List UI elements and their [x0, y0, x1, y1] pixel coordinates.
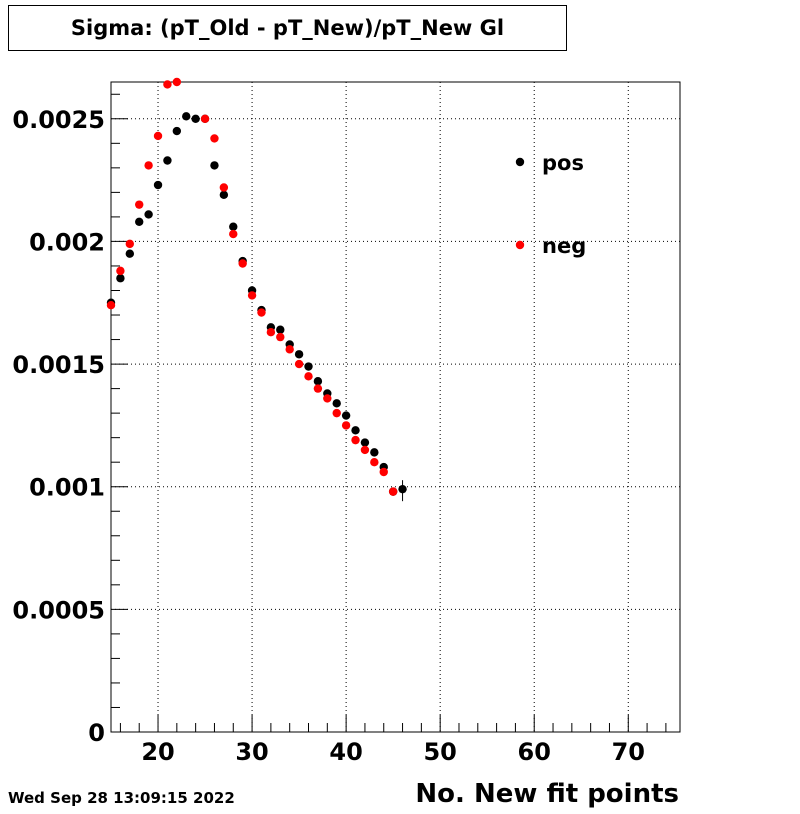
- data-point-pos: [360, 438, 370, 447]
- data-point-neg: [304, 372, 313, 381]
- data-point-neg: [379, 467, 388, 477]
- x-axis-label: No. New fit points: [415, 779, 679, 809]
- timestamp: Wed Sep 28 13:09:15 2022: [8, 789, 235, 807]
- y-tick-label: 0: [88, 719, 105, 747]
- data-point-pos: [210, 161, 219, 170]
- data-point-pos: [116, 274, 125, 283]
- data-point-neg: [257, 308, 266, 317]
- data-point-neg: [125, 239, 135, 249]
- data-point-neg: [219, 183, 229, 192]
- data-point-pos: [163, 156, 172, 165]
- data-point-neg: [153, 131, 163, 141]
- data-point-pos: [351, 426, 360, 435]
- data-point-pos: [135, 217, 144, 227]
- y-tick-label: 0.0025: [12, 106, 105, 134]
- x-tick-label: 40: [329, 738, 362, 766]
- data-point-neg: [313, 384, 323, 393]
- legend-label-neg: neg: [542, 234, 586, 258]
- data-point-neg: [238, 259, 247, 268]
- data-point-pos: [304, 362, 313, 371]
- data-point-pos: [172, 126, 182, 136]
- data-point-pos: [332, 399, 341, 408]
- data-point-pos: [153, 180, 163, 190]
- data-point-neg: [388, 487, 398, 496]
- legend-marker-pos: [515, 157, 525, 167]
- data-point-neg: [116, 266, 125, 276]
- data-point-neg: [106, 301, 116, 310]
- x-tick-label: 50: [423, 738, 456, 766]
- x-tick-label: 60: [518, 738, 551, 766]
- data-point-neg: [341, 421, 351, 430]
- data-point-neg: [323, 394, 332, 403]
- data-point-neg: [351, 435, 360, 445]
- legend-marker-neg: [515, 240, 525, 250]
- data-point-neg: [229, 229, 238, 239]
- chart-title: Sigma: (pT_Old - pT_New)/pT_New Gl: [70, 16, 505, 40]
- x-tick-label: 70: [612, 738, 645, 766]
- y-tick-label: 0.002: [29, 228, 105, 256]
- data-point-pos: [125, 249, 135, 258]
- data-point-pos: [191, 114, 200, 123]
- y-tick-label: 0.0015: [12, 351, 105, 379]
- data-point-neg: [135, 200, 144, 209]
- data-point-neg: [370, 457, 379, 467]
- x-tick-label: 20: [141, 738, 174, 766]
- legend-label-pos: pos: [542, 151, 584, 175]
- axis-ticks: [111, 93, 667, 733]
- data-point-neg: [332, 408, 341, 418]
- data-point-neg: [294, 359, 304, 369]
- data-point-pos: [276, 325, 285, 334]
- data-point-pos: [313, 377, 323, 386]
- data-points: [106, 77, 407, 502]
- data-point-pos: [229, 222, 238, 231]
- data-point-pos: [370, 448, 379, 457]
- data-point-neg: [266, 327, 276, 337]
- data-point-pos: [341, 411, 351, 420]
- data-point-neg: [144, 161, 153, 170]
- data-point-neg: [360, 445, 370, 455]
- data-point-pos: [219, 190, 229, 200]
- chart-title-box: Sigma: (pT_Old - pT_New)/pT_New Gl: [8, 5, 567, 51]
- data-point-pos: [294, 350, 304, 359]
- data-point-neg: [172, 77, 182, 87]
- data-point-neg: [210, 134, 219, 143]
- data-point-neg: [276, 332, 285, 342]
- y-tick-label: 0.0005: [12, 596, 105, 624]
- data-point-neg: [200, 114, 210, 123]
- data-point-pos: [144, 210, 153, 219]
- x-tick-label: 30: [235, 738, 268, 766]
- axis-tick-labels: 20 30 40 50 60 70 0 0.0005 0.001 0.0015 0.002 0.002…: [12, 106, 645, 766]
- data-point-pos: [182, 112, 191, 121]
- plot-frame: [110, 81, 681, 733]
- legend: pos neg: [515, 151, 586, 258]
- grid: [111, 82, 680, 732]
- data-point-neg: [163, 80, 172, 89]
- data-point-neg: [285, 345, 294, 354]
- data-point-neg: [247, 291, 257, 300]
- y-tick-label: 0.001: [29, 474, 105, 502]
